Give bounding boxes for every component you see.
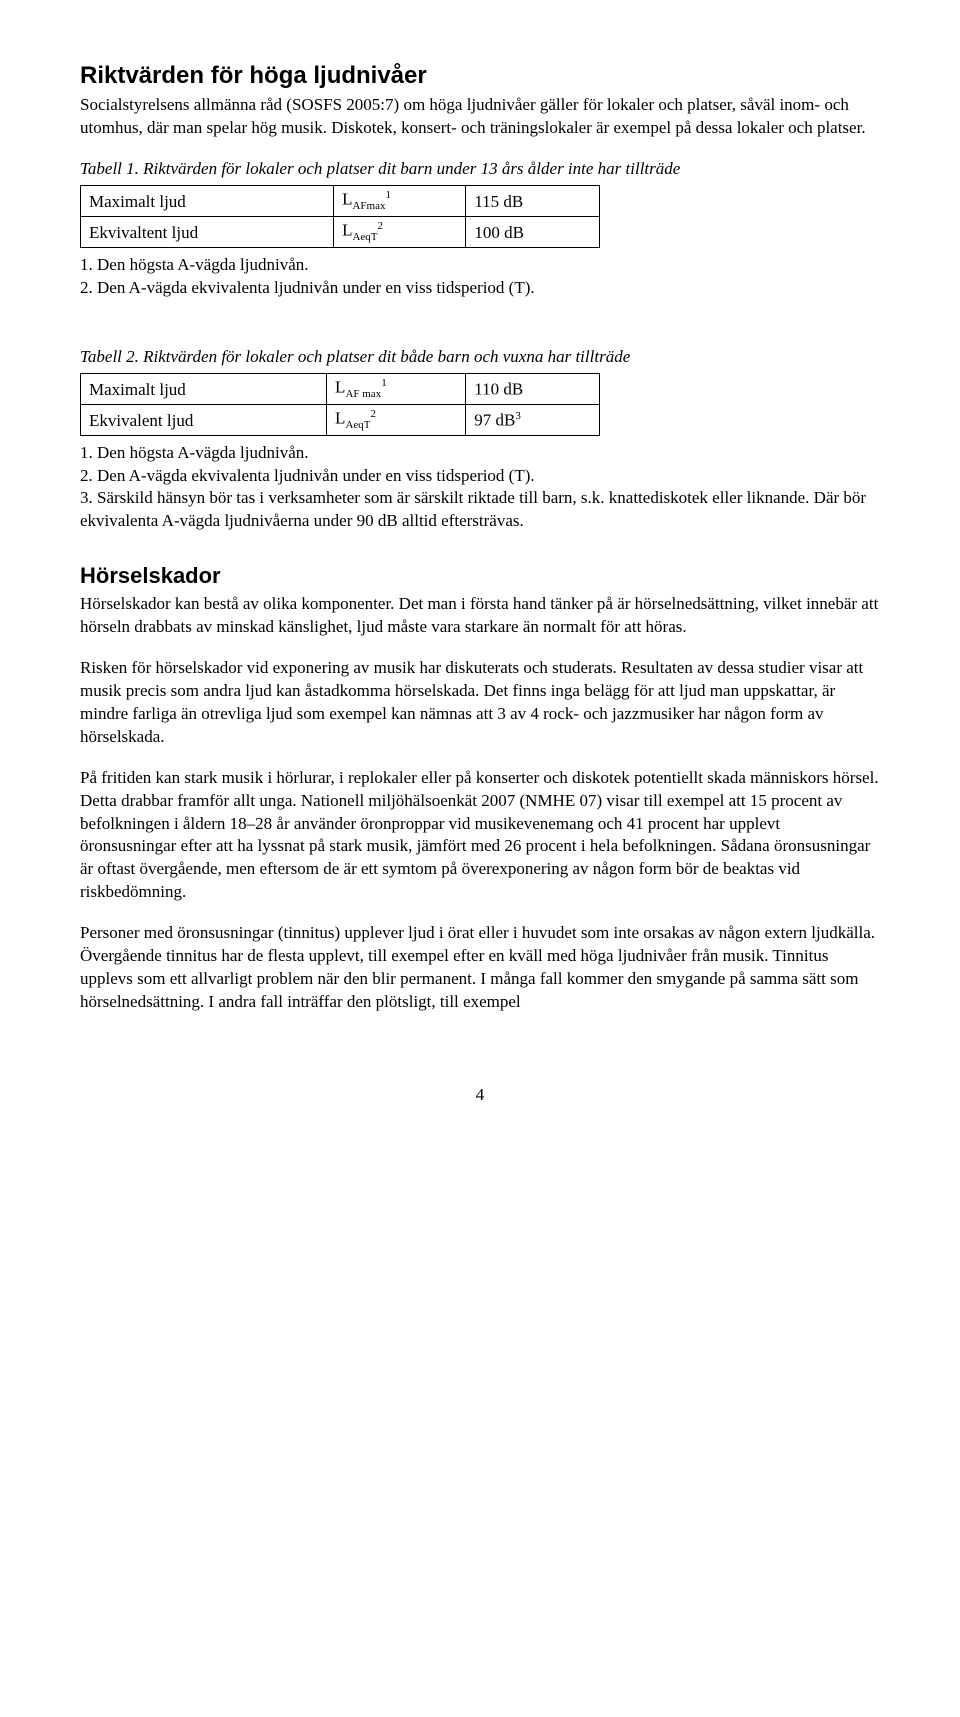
table-row: Maximalt ljud LAF max1 110 dB: [81, 373, 600, 404]
table2-notes: 1. Den högsta A-vägda ljudnivån. 2. Den …: [80, 442, 880, 534]
body-paragraph: Risken för hörselskador vid exponering a…: [80, 657, 880, 749]
cell-label: Maximalt ljud: [81, 373, 327, 404]
table-row: Ekvivaltent ljud LAeqT2 100 dB: [81, 217, 600, 248]
table-row: Maximalt ljud LAFmax1 115 dB: [81, 186, 600, 217]
intro-paragraph: Socialstyrelsens allmänna råd (SOSFS 200…: [80, 94, 880, 140]
table1-notes: 1. Den högsta A-vägda ljudnivån. 2. Den …: [80, 254, 880, 300]
cell-label: Maximalt ljud: [81, 186, 334, 217]
note: 2. Den A-vägda ekvivalenta ljudnivån und…: [80, 277, 880, 300]
note: 2. Den A-vägda ekvivalenta ljudnivån und…: [80, 465, 880, 488]
cell-value: 115 dB: [466, 186, 600, 217]
page-number: 4: [80, 1084, 880, 1107]
table2-caption: Tabell 2. Riktvärden för lokaler och pla…: [80, 346, 880, 369]
note: 1. Den högsta A-vägda ljudnivån.: [80, 442, 880, 465]
cell-value: 100 dB: [466, 217, 600, 248]
heading-riktvarden: Riktvärden för höga ljudnivåer: [80, 60, 880, 92]
body-paragraph: På fritiden kan stark musik i hörlurar, …: [80, 767, 880, 905]
cell-label: Ekvivalent ljud: [81, 404, 327, 435]
heading-horselskador: Hörselskador: [80, 561, 880, 591]
note: 3. Särskild hänsyn bör tas i verksamhete…: [80, 487, 880, 533]
cell-value: 97 dB3: [466, 404, 600, 435]
cell-symbol: LAF max1: [327, 373, 466, 404]
table-row: Ekvivalent ljud LAeqT2 97 dB3: [81, 404, 600, 435]
table2: Maximalt ljud LAF max1 110 dB Ekvivalent…: [80, 373, 600, 436]
cell-symbol: LAeqT2: [334, 217, 466, 248]
table1-caption: Tabell 1. Riktvärden för lokaler och pla…: [80, 158, 880, 181]
cell-symbol: LAeqT2: [327, 404, 466, 435]
cell-label: Ekvivaltent ljud: [81, 217, 334, 248]
note: 1. Den högsta A-vägda ljudnivån.: [80, 254, 880, 277]
body-paragraph: Personer med öronsusningar (tinnitus) up…: [80, 922, 880, 1014]
cell-symbol: LAFmax1: [334, 186, 466, 217]
cell-value: 110 dB: [466, 373, 600, 404]
table1: Maximalt ljud LAFmax1 115 dB Ekvivaltent…: [80, 185, 600, 248]
body-paragraph: Hörselskador kan bestå av olika komponen…: [80, 593, 880, 639]
